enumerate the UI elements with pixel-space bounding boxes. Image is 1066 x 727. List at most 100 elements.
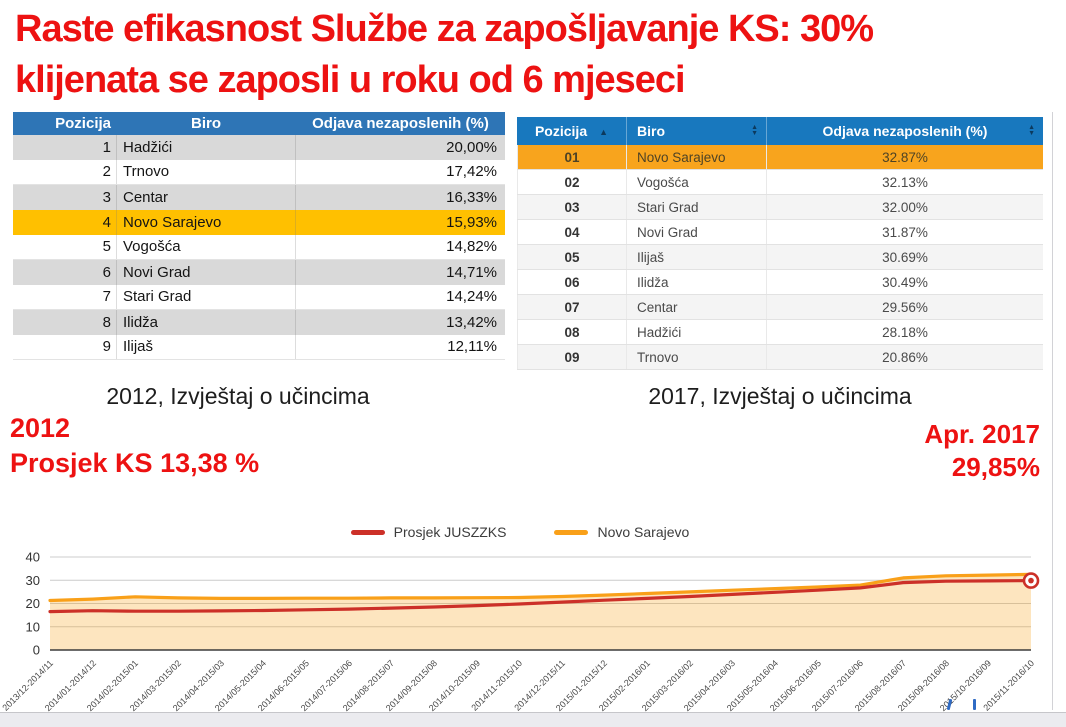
table-row: 08 Hadžići 28.18% bbox=[517, 320, 1043, 345]
legend-item-novo-sarajevo[interactable]: Novo Sarajevo bbox=[554, 524, 689, 540]
legend-label: Novo Sarajevo bbox=[597, 524, 690, 540]
series-line-novo-sarajevo bbox=[48, 572, 1033, 603]
endpoint-marker-dot bbox=[1028, 577, 1034, 584]
legend-swatch-icon bbox=[350, 529, 385, 535]
legend-label: Prosjek JUSZZKS bbox=[393, 524, 507, 540]
title-line-2: klijenata se zaposli u roku od 6 mjeseci bbox=[15, 58, 686, 101]
cell-pozicija: 6 bbox=[102, 264, 111, 281]
series-line-prosjek-juszzks bbox=[48, 578, 1033, 614]
annotation-2012: 2012 Prosjek KS 13,38 % bbox=[10, 411, 259, 480]
table-row: 03 Stari Grad 32.00% bbox=[517, 195, 1043, 220]
cell-pozicija: 02 bbox=[517, 170, 627, 194]
window-bottom-bar bbox=[0, 712, 1066, 727]
annotation-2017-average: 29,85% bbox=[951, 452, 1040, 483]
y-tick-label-40: 40 bbox=[26, 550, 40, 565]
cell-pozicija: 01 bbox=[517, 145, 627, 169]
cell-biro: Novo Sarajevo bbox=[116, 210, 296, 235]
cell-value: 29.56% bbox=[882, 300, 928, 315]
cell-pozicija: 1 bbox=[102, 139, 111, 156]
table-row: 09 Trnovo 20.86% bbox=[517, 345, 1043, 370]
table-row: 01 Novo Sarajevo 32.87% bbox=[517, 145, 1043, 170]
cell-value: 15,93% bbox=[446, 214, 497, 231]
cell-biro: Trnovo bbox=[116, 160, 296, 184]
cell-pozicija: 2 bbox=[102, 163, 111, 180]
cell-value: 32.87% bbox=[882, 150, 928, 165]
cell-value: 32.13% bbox=[882, 175, 928, 190]
cell-biro: Ilijaš bbox=[116, 335, 296, 359]
table-row: 5 Vogošća 14,82% bbox=[13, 235, 505, 260]
y-tick-label-0: 0 bbox=[33, 643, 40, 657]
cell-pozicija: 06 bbox=[517, 270, 627, 294]
table-row: 6 Novi Grad 14,71% bbox=[13, 260, 505, 285]
cell-value: 28.18% bbox=[882, 325, 928, 340]
cell-biro: Trnovo bbox=[627, 345, 767, 369]
cell-pozicija: 04 bbox=[517, 220, 627, 244]
cell-biro: Novi Grad bbox=[116, 260, 296, 285]
table-2012-header-xl-c2: Biro bbox=[191, 115, 221, 132]
cell-pozicija: 5 bbox=[102, 238, 111, 255]
cell-biro: Hadžići bbox=[116, 135, 296, 160]
annotation-2012-average: Prosjek KS 13,38 % bbox=[10, 447, 260, 478]
cell-value: 14,82% bbox=[446, 238, 497, 255]
table-2012-header-row: Pozicija Biro Odjava nezaposlenih (%) bbox=[13, 112, 505, 135]
annotation-2012-year: 2012 bbox=[10, 413, 71, 443]
cell-pozicija: 3 bbox=[102, 189, 111, 206]
cell-biro: Centar bbox=[116, 185, 296, 210]
table-2017-sort-header-1[interactable]: Pozicija ▲ bbox=[517, 117, 627, 145]
caption-2017: 2017, Izvještaj o učincima bbox=[648, 383, 912, 409]
sort-both-icon[interactable]: ▲ ▼ bbox=[751, 124, 758, 137]
cell-pozicija: 4 bbox=[102, 214, 111, 231]
trend-line-chart: 0 10 20 30 40 bbox=[26, 550, 1040, 657]
cell-value: 20.86% bbox=[882, 350, 928, 365]
page-title: Raste efikasnost Službe za zapošljavanje… bbox=[15, 4, 1045, 106]
cell-value: 14,24% bbox=[446, 288, 497, 305]
legend-item-prosjek-juszzks[interactable]: Prosjek JUSZZKS bbox=[350, 524, 507, 540]
cell-biro: Ilidža bbox=[116, 310, 296, 335]
table-row: 02 Vogošća 32.13% bbox=[517, 170, 1043, 195]
table-row: 06 Ilidža 30.49% bbox=[517, 270, 1043, 295]
y-tick-label-20: 20 bbox=[26, 596, 40, 611]
table-2017-sort-header-2[interactable]: Biro ▲ ▼ bbox=[627, 117, 767, 145]
cell-biro: Novo Sarajevo bbox=[627, 145, 767, 169]
table-2012-header-xl-c1: Pozicija bbox=[55, 115, 111, 132]
cell-biro: Centar bbox=[627, 295, 767, 319]
cell-pozicija: 08 bbox=[517, 320, 627, 344]
cell-pozicija: 8 bbox=[102, 314, 111, 331]
cell-pozicija: 05 bbox=[517, 245, 627, 269]
sort-both-icon[interactable]: ▲ ▼ bbox=[1028, 124, 1035, 137]
table-row: 1 Hadžići 20,00% bbox=[13, 135, 505, 160]
cell-biro: Vogošća bbox=[627, 170, 767, 194]
annotation-2017: Apr. 2017 29,85% bbox=[924, 418, 1040, 485]
table-row: 3 Centar 16,33% bbox=[13, 185, 505, 210]
table-row: 04 Novi Grad 31.87% bbox=[517, 220, 1043, 245]
cell-value: 16,33% bbox=[446, 189, 497, 206]
cell-biro: Ilidža bbox=[627, 270, 767, 294]
table-row: 2 Trnovo 17,42% bbox=[13, 160, 505, 185]
title-line-1: Raste efikasnost Službe za zapošljavanje… bbox=[15, 8, 874, 50]
cell-value: 32.00% bbox=[882, 200, 928, 215]
table-2012-header-xl-c3: Odjava nezaposlenih (%) bbox=[312, 115, 489, 132]
table-2017-header-row: Pozicija ▲ Biro ▲ ▼ Odjava nezaposlenih (%) ▲ ▼ bbox=[517, 117, 1043, 145]
cell-value: 31.87% bbox=[882, 225, 928, 240]
cell-pozicija: 03 bbox=[517, 195, 627, 219]
cell-pozicija: 09 bbox=[517, 345, 627, 369]
cell-biro: Stari Grad bbox=[627, 195, 767, 219]
cell-pozicija: 7 bbox=[102, 288, 111, 305]
window-edge-divider bbox=[1052, 112, 1053, 710]
cropped-blue-mark bbox=[973, 699, 976, 710]
caption-2012: 2012, Izvještaj o učincima bbox=[106, 383, 370, 409]
table-row: 05 Ilijaš 30.69% bbox=[517, 245, 1043, 270]
cell-value: 14,71% bbox=[446, 264, 497, 281]
sort-asc-icon[interactable]: ▲ bbox=[599, 127, 609, 137]
cell-biro: Hadžići bbox=[627, 320, 767, 344]
cell-pozicija: 07 bbox=[517, 295, 627, 319]
table-2012: Pozicija Biro Odjava nezaposlenih (%) 1 Hadž… bbox=[13, 112, 505, 360]
legend-swatch-icon bbox=[554, 529, 589, 535]
cell-value: 17,42% bbox=[446, 163, 497, 180]
table-row: 7 Stari Grad 14,24% bbox=[13, 285, 505, 310]
cell-pozicija: 9 bbox=[102, 338, 111, 355]
cell-value: 30.49% bbox=[882, 275, 928, 290]
cell-biro: Stari Grad bbox=[116, 285, 296, 309]
table-2017-sort-header-3[interactable]: Odjava nezaposlenih (%) ▲ ▼ bbox=[767, 117, 1043, 145]
